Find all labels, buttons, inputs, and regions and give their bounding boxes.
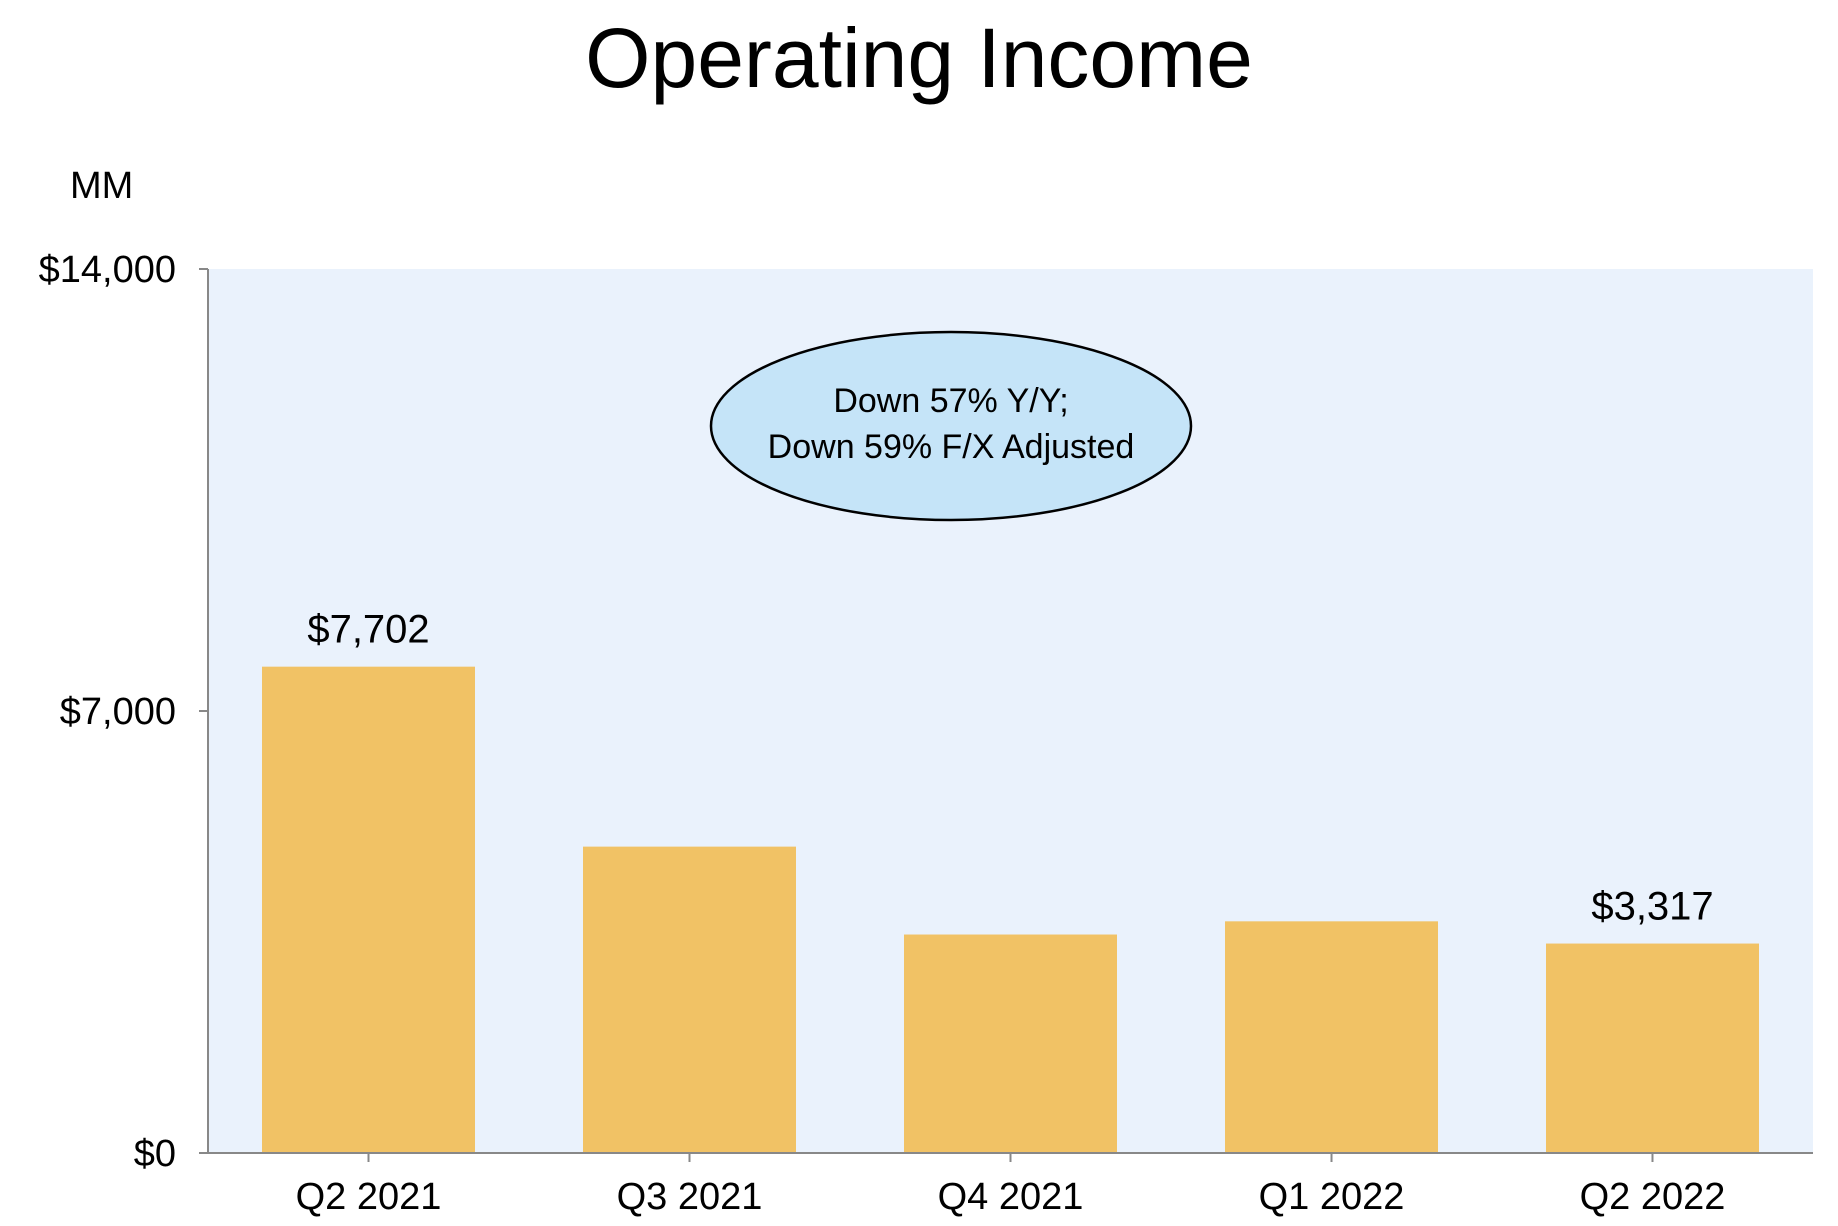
x-tick-label: Q3 2021 — [617, 1176, 763, 1218]
bar — [904, 934, 1117, 1153]
y-tick-label: $7,000 — [60, 691, 176, 733]
bar — [1546, 943, 1759, 1153]
callout-text-line: Down 59% F/X Adjusted — [768, 428, 1135, 466]
x-tick-label: Q1 2022 — [1259, 1176, 1405, 1218]
x-tick-label: Q2 2022 — [1580, 1176, 1726, 1218]
unit-label: MM — [70, 165, 133, 207]
data-label: $3,317 — [1591, 885, 1713, 929]
ticks-group: $0 $7,000 $14,000 — [39, 249, 208, 1175]
annotation-callout: Down 57% Y/Y; Down 59% F/X Adjusted — [709, 330, 1193, 522]
callout-ellipse — [709, 330, 1193, 522]
y-tick-label: $14,000 — [39, 249, 176, 291]
data-label: $7,702 — [307, 608, 429, 652]
bars-group: $7,702 Q2 2021 Q3 2021 Q4 2021 Q1 2022 $3,317… — [262, 608, 1759, 1218]
x-tick-label: Q2 2021 — [296, 1176, 442, 1218]
bar — [262, 666, 475, 1153]
y-tick-label: $0 — [134, 1133, 176, 1175]
chart-title: Operating Income — [585, 11, 1253, 105]
bar — [1225, 921, 1438, 1153]
x-tick-label: Q4 2021 — [938, 1176, 1084, 1218]
callout-text-line: Down 57% Y/Y; — [833, 382, 1068, 420]
bar — [583, 846, 796, 1153]
